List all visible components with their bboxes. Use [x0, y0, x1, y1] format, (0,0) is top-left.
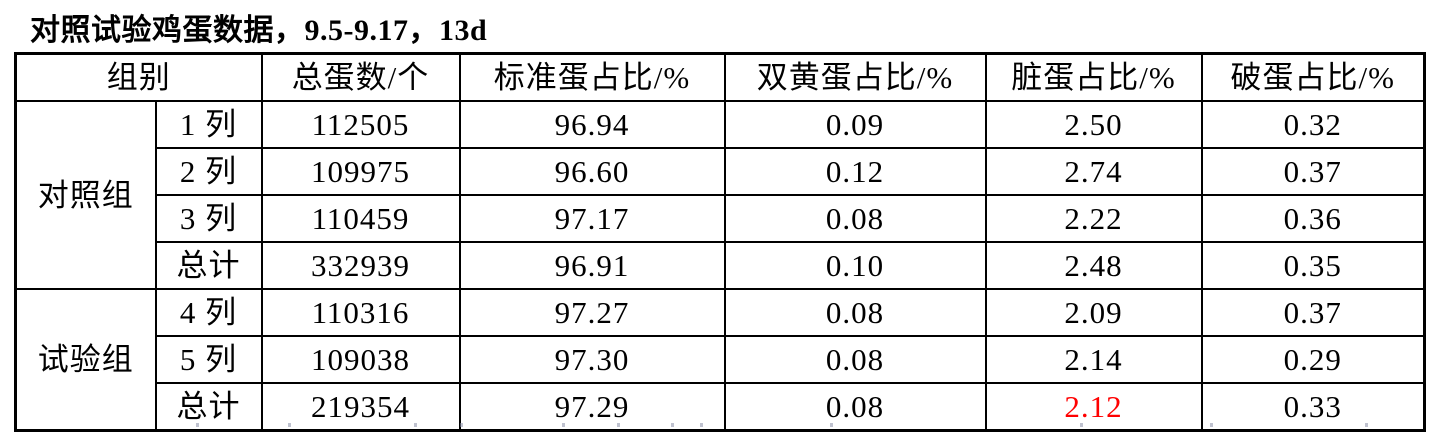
total-eggs-cell: 110316	[260, 288, 461, 337]
header-total-eggs: 总蛋数/个	[260, 52, 461, 102]
table-row-total: 总计 332939 96.91 0.10 2.48 0.35	[16, 241, 1426, 290]
egg-data-table: 组别 总蛋数/个 标准蛋占比/% 双黄蛋占比/% 脏蛋占比/% 破蛋占比/% 对…	[14, 52, 1426, 432]
header-double-yolk-pct: 双黄蛋占比/%	[723, 52, 987, 102]
broken-pct-cell: 0.33	[1200, 382, 1426, 432]
dirty-pct-cell: 2.14	[984, 335, 1203, 384]
header-group: 组别	[14, 52, 263, 102]
standard-pct-cell: 96.94	[458, 100, 726, 149]
broken-pct-cell: 0.29	[1200, 335, 1426, 384]
total-eggs-cell: 112505	[260, 100, 461, 149]
table-row: 对照组 1 列 112505 96.94 0.09 2.50 0.32	[14, 100, 1426, 290]
group-cell: 对照组	[14, 100, 157, 290]
total-eggs-cell: 332939	[260, 241, 461, 290]
double-yolk-pct-cell: 0.08	[723, 288, 987, 337]
row-label-cell: 1 列	[154, 100, 263, 149]
total-eggs-cell: 219354	[260, 382, 461, 432]
table-row: 2 列 109975 96.60 0.12 2.74 0.37	[16, 147, 1426, 196]
table-row: 3 列 110459 97.17 0.08 2.22 0.36	[16, 194, 1426, 243]
double-yolk-pct-cell: 0.10	[723, 241, 987, 290]
standard-pct-cell: 97.27	[458, 288, 726, 337]
double-yolk-pct-cell: 0.12	[723, 147, 987, 196]
broken-pct-cell: 0.35	[1200, 241, 1426, 290]
row-label-cell: 总计	[154, 241, 263, 290]
standard-pct-cell: 96.91	[458, 241, 726, 290]
double-yolk-pct-cell: 0.08	[723, 335, 987, 384]
row-label-cell: 4 列	[154, 288, 263, 337]
table-row: 试验组 4 列 110316 97.27 0.08 2.09 0.37	[14, 288, 1426, 432]
header-standard-pct: 标准蛋占比/%	[458, 52, 726, 102]
row-label-cell: 3 列	[154, 194, 263, 243]
broken-pct-cell: 0.32	[1200, 100, 1426, 149]
standard-pct-cell: 97.17	[458, 194, 726, 243]
table-row: 5 列 109038 97.30 0.08 2.14 0.29	[16, 335, 1426, 384]
dirty-pct-cell: 2.09	[984, 288, 1203, 337]
standard-pct-cell: 97.29	[458, 382, 726, 432]
standard-pct-cell: 97.30	[458, 335, 726, 384]
header-dirty-pct: 脏蛋占比/%	[984, 52, 1203, 102]
page-title: 对照试验鸡蛋数据，9.5-9.17，13d	[30, 14, 488, 47]
total-eggs-cell: 109975	[260, 147, 461, 196]
broken-pct-cell: 0.37	[1200, 147, 1426, 196]
row-label-cell: 5 列	[154, 335, 263, 384]
dirty-pct-cell: 2.48	[984, 241, 1203, 290]
broken-pct-cell: 0.37	[1200, 288, 1426, 337]
row-label-cell: 2 列	[154, 147, 263, 196]
header-row: 组别 总蛋数/个 标准蛋占比/% 双黄蛋占比/% 脏蛋占比/% 破蛋占比/%	[14, 52, 1426, 102]
total-eggs-cell: 109038	[260, 335, 461, 384]
double-yolk-pct-cell: 0.08	[723, 194, 987, 243]
header-broken-pct: 破蛋占比/%	[1200, 52, 1426, 102]
group-cell: 试验组	[14, 288, 157, 432]
dirty-pct-cell: 2.74	[984, 147, 1203, 196]
standard-pct-cell: 96.60	[458, 147, 726, 196]
total-eggs-cell: 110459	[260, 194, 461, 243]
double-yolk-pct-cell: 0.09	[723, 100, 987, 149]
dirty-pct-cell: 2.50	[984, 100, 1203, 149]
broken-pct-cell: 0.36	[1200, 194, 1426, 243]
dirty-pct-cell: 2.22	[984, 194, 1203, 243]
cutoff-text-remnant	[0, 421, 1436, 428]
row-label-cell: 总计	[154, 382, 263, 432]
